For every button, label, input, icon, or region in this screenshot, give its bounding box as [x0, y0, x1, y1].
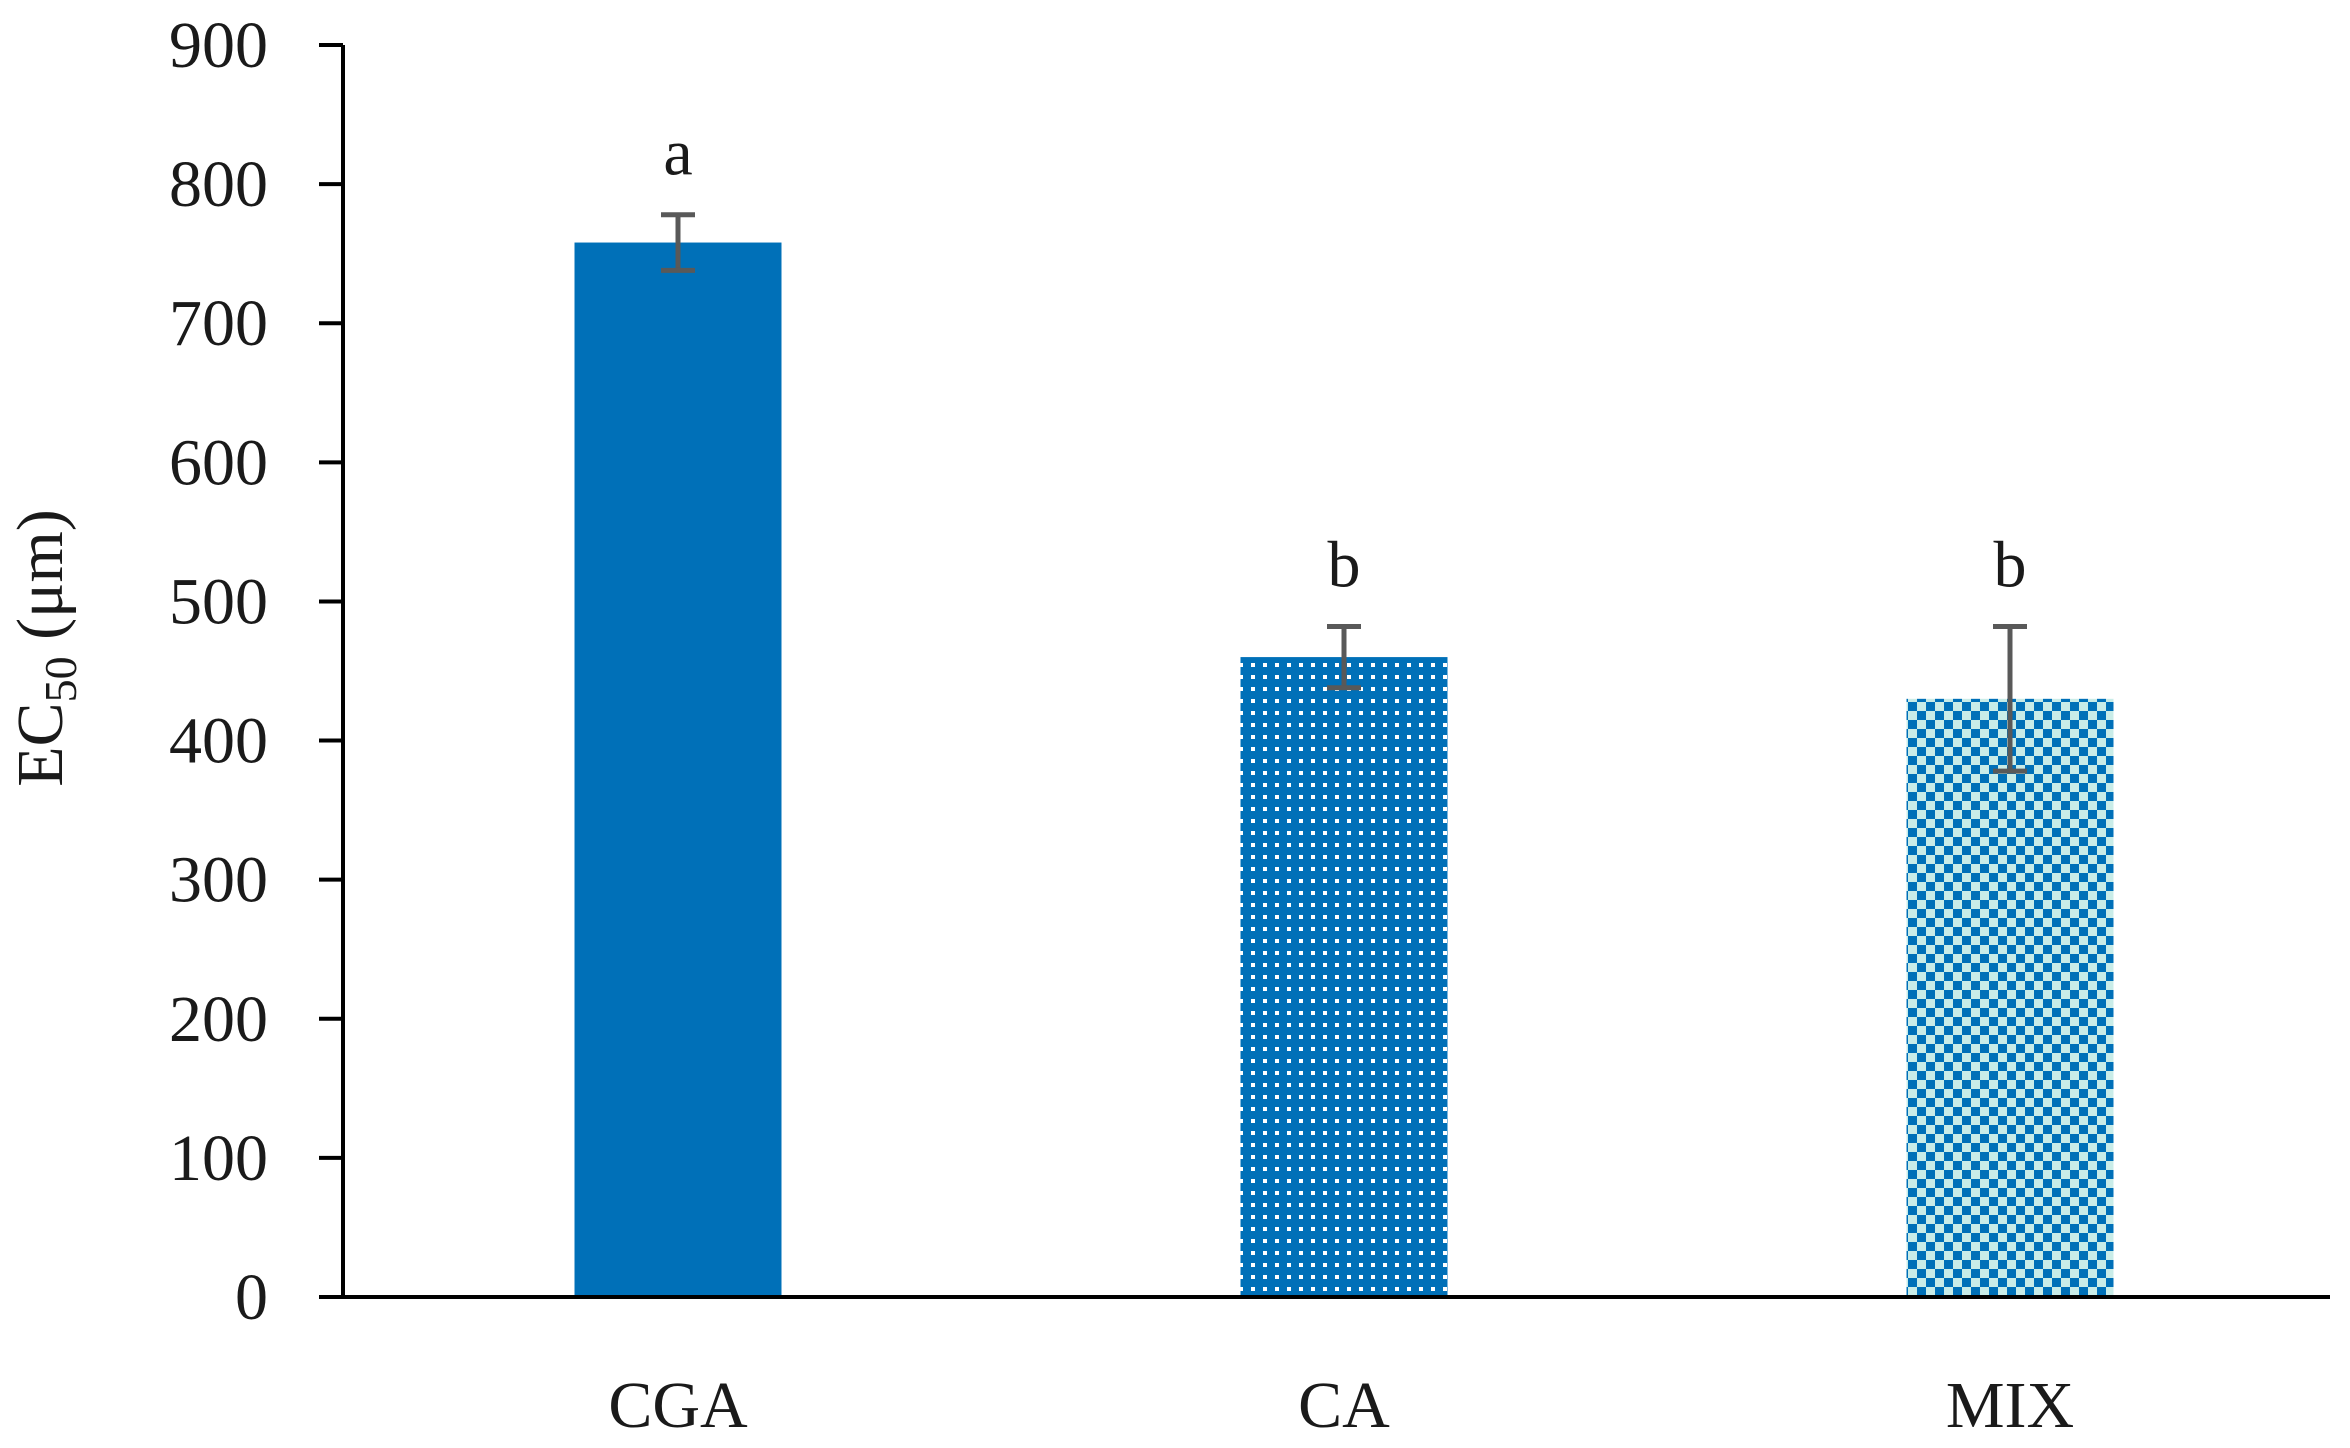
y-axis-title-subscript: 50 — [35, 656, 86, 702]
y-tick-label: 700 — [169, 287, 268, 360]
y-axis-title: EC50 (μm) — [4, 509, 86, 787]
y-tick-label: 300 — [169, 844, 268, 917]
y-tick-label: 200 — [169, 983, 268, 1056]
bar-mix — [1906, 698, 2114, 1297]
bar-cga — [574, 242, 782, 1297]
significance-label-cga: a — [663, 117, 692, 190]
error-bars — [661, 212, 2027, 774]
y-tick-label: 500 — [169, 565, 268, 638]
category-label-cga: CGA — [608, 1369, 748, 1442]
y-tick-label: 100 — [169, 1122, 268, 1195]
y-tick-label: 0 — [235, 1261, 268, 1334]
category-label-mix: MIX — [1946, 1369, 2074, 1442]
error-bar-cga — [661, 212, 695, 273]
significance-labels: a b b — [663, 117, 2026, 602]
y-tick-label: 800 — [169, 148, 268, 221]
y-tick-label: 600 — [169, 426, 268, 499]
y-tick-label: 400 — [169, 705, 268, 778]
y-tick-label: 900 — [169, 9, 268, 82]
x-axis-categories: CGA CA MIX — [608, 1369, 2074, 1442]
y-axis-title-main: EC — [4, 702, 77, 786]
y-axis-title-unit: (μm) — [4, 509, 77, 656]
error-bar-ca — [1327, 623, 1361, 691]
significance-label-mix: b — [1994, 528, 2027, 601]
significance-label-ca: b — [1328, 528, 1361, 601]
bar-ca — [1240, 657, 1448, 1297]
error-bar-mix — [1993, 623, 2027, 774]
y-axis-ticks: 0 100 200 300 400 500 600 700 800 900 — [169, 9, 343, 1334]
category-label-ca: CA — [1298, 1369, 1390, 1442]
bars — [574, 242, 2114, 1297]
